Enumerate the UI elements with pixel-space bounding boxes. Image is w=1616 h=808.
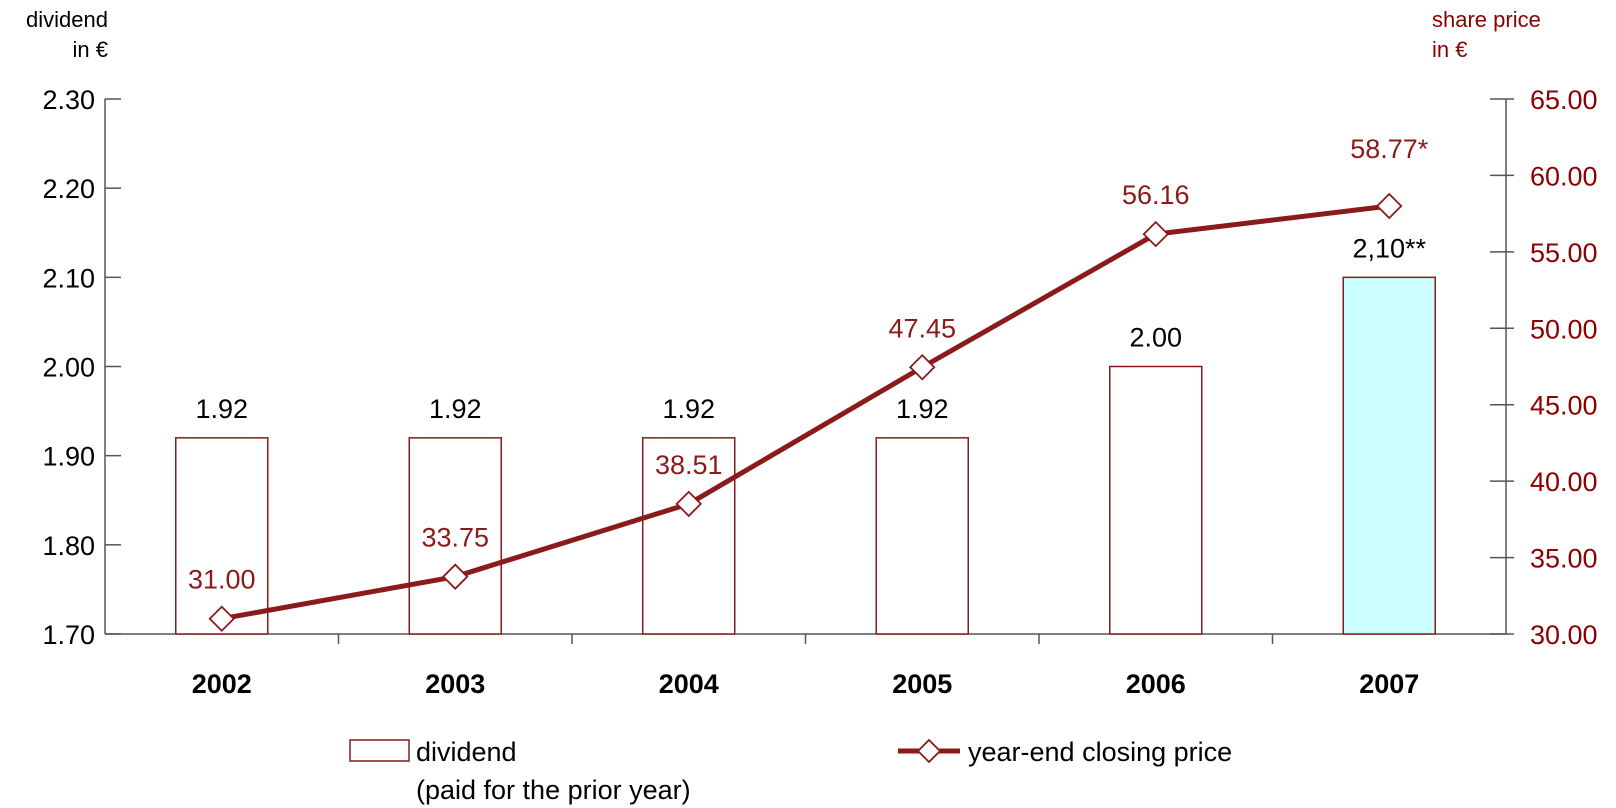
dividend-bar bbox=[1342, 276, 1436, 635]
price-data-label: 31.00 bbox=[188, 565, 256, 595]
right-tick-label: 50.00 bbox=[1530, 314, 1598, 344]
right-tick-label: 35.00 bbox=[1530, 544, 1598, 574]
left-tick-label: 2.30 bbox=[42, 85, 95, 115]
left-axis-ticks: 1.70 1.80 1.90 2.00 2.10 2.20 2.30 bbox=[42, 85, 121, 650]
price-point bbox=[908, 353, 936, 381]
price-data-label: 33.75 bbox=[421, 523, 489, 553]
right-tick-label: 60.00 bbox=[1530, 161, 1598, 191]
left-axis-label-2: in € bbox=[73, 37, 108, 62]
right-tick-label: 45.00 bbox=[1530, 391, 1598, 421]
legend-dividend-label-2: (paid for the prior year) bbox=[416, 775, 691, 805]
price-point bbox=[441, 563, 469, 590]
price-data-label: 47.45 bbox=[888, 313, 956, 343]
axes bbox=[104, 99, 1507, 644]
price-data-label: 38.51 bbox=[655, 450, 723, 480]
dividend-data-label: 1.92 bbox=[429, 394, 482, 424]
left-tick-label: 2.10 bbox=[42, 263, 95, 293]
price-point bbox=[1375, 192, 1403, 220]
price-data-label: 56.16 bbox=[1122, 180, 1190, 210]
left-tick-label: 2.20 bbox=[42, 174, 95, 204]
dividend-bar bbox=[1109, 365, 1203, 635]
legend-dividend-swatch bbox=[349, 739, 410, 762]
price-data-label: 58.77* bbox=[1350, 134, 1429, 164]
legend: dividend (paid for the prior year) year-… bbox=[349, 737, 1232, 805]
left-tick-label: 1.90 bbox=[42, 442, 95, 472]
price-point bbox=[675, 490, 703, 518]
price-point bbox=[1142, 220, 1170, 248]
price-point bbox=[208, 605, 236, 632]
dividend-data-label: 2.00 bbox=[1129, 323, 1182, 353]
price-line: 31.00 33.75 38.51 47.45 56.16 58.77* bbox=[188, 134, 1429, 632]
legend-price-swatch-marker bbox=[916, 738, 942, 764]
category-labels: 2002 2003 2004 2005 2006 2007 bbox=[192, 669, 1420, 699]
dividend-bars: 1.92 1.92 1.92 1.92 2.00 2,10** bbox=[175, 233, 1436, 635]
category-label: 2007 bbox=[1359, 669, 1419, 699]
right-tick-label: 40.00 bbox=[1530, 467, 1598, 497]
dividend-bar bbox=[408, 437, 502, 635]
category-label: 2003 bbox=[425, 669, 485, 699]
right-axis-label-2: in € bbox=[1432, 37, 1467, 62]
legend-dividend-label-1: dividend bbox=[416, 737, 517, 767]
category-label: 2002 bbox=[192, 669, 252, 699]
legend-price-label: year-end closing price bbox=[968, 737, 1232, 767]
price-series-line bbox=[221, 203, 1390, 622]
dividend-data-label: 1.92 bbox=[896, 394, 949, 424]
left-tick-label: 2.00 bbox=[42, 353, 95, 383]
right-tick-label: 55.00 bbox=[1530, 238, 1598, 268]
dividend-data-label: 1.92 bbox=[195, 394, 248, 424]
dividend-bar bbox=[875, 437, 969, 635]
dividend-data-label: 2,10** bbox=[1352, 233, 1426, 263]
category-label: 2005 bbox=[892, 669, 952, 699]
right-tick-label: 65.00 bbox=[1530, 85, 1598, 115]
right-axis-label-1: share price bbox=[1432, 7, 1541, 32]
left-tick-label: 1.80 bbox=[42, 531, 95, 561]
category-label: 2004 bbox=[659, 669, 719, 699]
dividend-bar bbox=[642, 437, 736, 635]
dividend-bar bbox=[175, 437, 269, 635]
dividend-data-label: 1.92 bbox=[662, 394, 715, 424]
right-tick-label: 30.00 bbox=[1530, 620, 1598, 650]
right-axis-ticks: 30.00 35.00 40.00 45.00 50.00 55.00 60.00 65.00 bbox=[1490, 85, 1598, 650]
left-axis-label-1: dividend bbox=[26, 7, 108, 32]
left-tick-label: 1.70 bbox=[42, 620, 95, 650]
category-label: 2006 bbox=[1126, 669, 1186, 699]
